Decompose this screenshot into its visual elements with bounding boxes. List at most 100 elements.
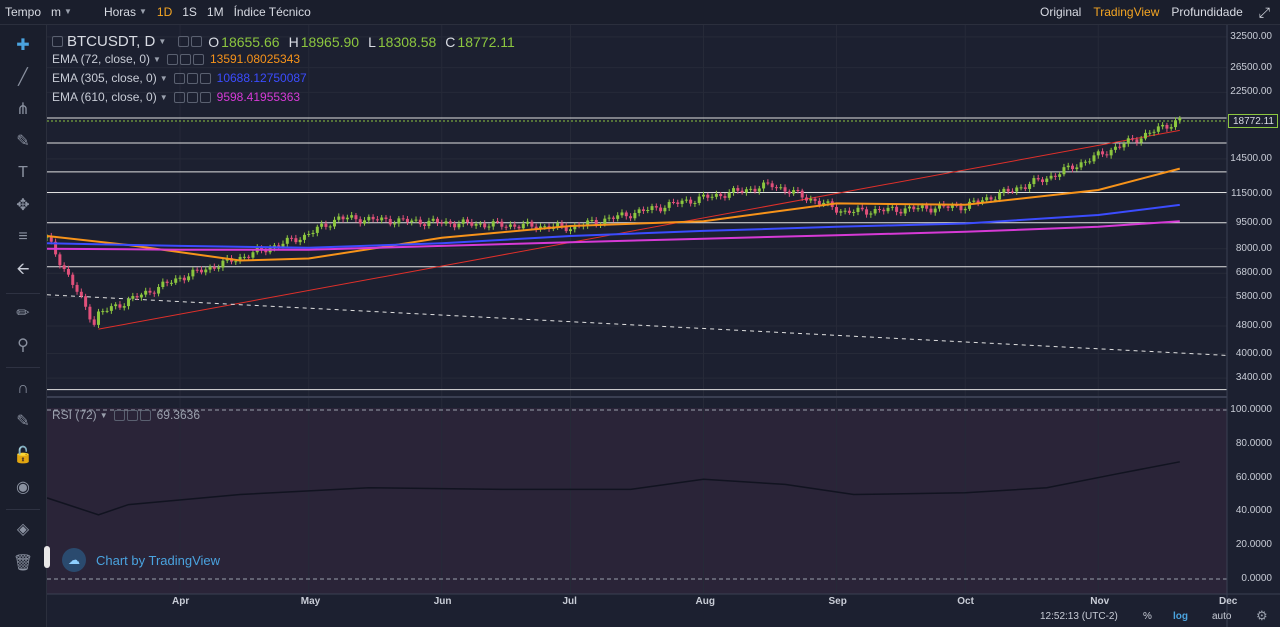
pattern-icon[interactable]: ✥ (16, 197, 30, 214)
hours-dropdown[interactable]: Horas ▼ (99, 0, 152, 24)
candle-body (135, 296, 139, 298)
candle-body (637, 209, 641, 213)
chevron-down-icon[interactable]: ▼ (159, 92, 168, 102)
candle-body (1040, 179, 1044, 182)
ema-610-legend[interactable]: EMA (610, close, 0) ▼ 9598.41955363 (52, 90, 300, 104)
close-icon[interactable] (199, 72, 211, 84)
percent-toggle[interactable]: % (1143, 611, 1152, 622)
fullscreen-icon[interactable]: ⤢ (1258, 4, 1270, 20)
candle-body (96, 311, 100, 325)
candle-body (1148, 132, 1152, 134)
chevron-down-icon[interactable]: ▼ (153, 54, 161, 64)
ema-305-label: EMA (305, close, 0) (52, 71, 157, 85)
lock-pencil-icon[interactable]: ✎ (16, 413, 30, 430)
candle-body (1049, 175, 1053, 179)
checkbox-icon[interactable] (52, 36, 63, 47)
candle-body (285, 237, 289, 244)
chevron-down-icon[interactable]: ▼ (99, 410, 108, 420)
unit-dropdown[interactable]: m ▼ (46, 0, 99, 24)
settings-icon[interactable] (113, 409, 125, 421)
eye-icon[interactable]: ◉ (16, 479, 30, 496)
candle-body (603, 218, 607, 225)
chevron-down-icon[interactable]: ▼ (159, 73, 168, 83)
view-tradingview[interactable]: TradingView (1093, 5, 1160, 19)
ema-series (47, 167, 1181, 262)
candle-body (912, 206, 916, 210)
candle-body (813, 198, 817, 201)
candle-body (710, 196, 714, 198)
hide-icon[interactable] (191, 36, 203, 47)
auto-toggle[interactable]: auto (1212, 611, 1232, 622)
settings-icon[interactable] (173, 72, 185, 84)
candle-body (590, 219, 594, 221)
hide-icon[interactable] (179, 53, 191, 65)
hide-icon[interactable] (186, 91, 198, 103)
chevron-down-icon[interactable]: ▼ (158, 37, 167, 46)
rsi-legend[interactable]: RSI (72) ▼ 69.3636 (52, 408, 200, 422)
technical-index-button[interactable]: Índice Técnico (233, 5, 311, 19)
brush-icon[interactable]: ✎ (16, 133, 30, 150)
candle-body (689, 199, 693, 204)
candle-body (1092, 155, 1096, 162)
chart-grid (47, 25, 1228, 594)
hide-icon[interactable] (186, 72, 198, 84)
candle-body (101, 311, 105, 313)
candle-body (865, 209, 869, 215)
horizontal-levels (47, 117, 1227, 580)
close-icon[interactable] (139, 409, 151, 421)
magnet-icon[interactable]: ∩ (17, 380, 29, 397)
candle-body (1105, 154, 1109, 156)
trash-icon[interactable]: 🗑 (12, 555, 34, 572)
ruler-icon[interactable]: ✏ (16, 305, 30, 322)
candle-body (307, 234, 311, 236)
trend-line-icon[interactable]: ╱ (18, 69, 28, 86)
symbol-title[interactable]: BTCUSDT, D (67, 33, 156, 50)
candle-body (79, 291, 83, 297)
settings-icon[interactable] (173, 91, 185, 103)
candle-body (753, 188, 757, 192)
candle-body (513, 224, 517, 227)
settings-icon[interactable] (178, 36, 190, 47)
back-arrow-icon[interactable]: 🡨 (16, 260, 30, 278)
close-icon[interactable] (199, 91, 211, 103)
interval-1s[interactable]: 1S (182, 5, 197, 19)
candle-body (49, 235, 53, 242)
tradingview-watermark[interactable]: ☁ Chart by TradingView (62, 548, 220, 572)
crosshair-icon[interactable]: ✚ (16, 37, 30, 54)
candle-body (328, 226, 332, 228)
lock-icon[interactable]: 🔓 (13, 447, 33, 464)
pitchfork-icon[interactable]: ⋔ (16, 101, 30, 118)
zoom-icon[interactable]: ⚲ (17, 337, 29, 354)
price-tick-label: 22500.00 (1230, 86, 1272, 98)
ema-72-legend[interactable]: EMA (72, close, 0) ▼ 13591.08025343 (52, 52, 300, 66)
gear-icon[interactable]: ⚙ (1256, 608, 1268, 623)
hide-icon[interactable] (126, 409, 138, 421)
view-original[interactable]: Original (1040, 5, 1082, 19)
candle-body (860, 207, 864, 210)
price-chart[interactable] (47, 25, 1280, 627)
candle-body (1178, 117, 1182, 121)
text-icon[interactable]: T (18, 164, 28, 181)
interval-1d[interactable]: 1D (156, 5, 173, 19)
close-icon[interactable] (192, 53, 204, 65)
candle-body (1122, 143, 1126, 148)
interval-1m[interactable]: 1M (206, 5, 224, 19)
log-toggle[interactable]: log (1173, 611, 1188, 622)
layers-icon[interactable]: ◈ (16, 521, 30, 538)
settings-icon[interactable] (166, 53, 178, 65)
high-value: 18965.90 (300, 33, 360, 50)
open-value: 18655.66 (221, 33, 280, 50)
candle-body (697, 196, 701, 203)
top-toolbar: Tempo m ▼ Horas ▼ 1D 1S 1M Índice Técnico … (0, 0, 1280, 25)
view-depth[interactable]: Profundidade (1171, 5, 1243, 19)
rsi-series (47, 461, 1180, 516)
unit-value: m (51, 5, 62, 19)
candle-body (998, 192, 1002, 200)
collapse-handle[interactable] (44, 546, 50, 568)
candle-body (491, 221, 495, 227)
candle-body (88, 306, 92, 320)
candle-body (294, 238, 298, 243)
candle-body (71, 274, 75, 285)
ema-305-legend[interactable]: EMA (305, close, 0) ▼ 10688.12750087 (52, 71, 307, 85)
fib-icon[interactable]: ≡ (18, 228, 28, 245)
